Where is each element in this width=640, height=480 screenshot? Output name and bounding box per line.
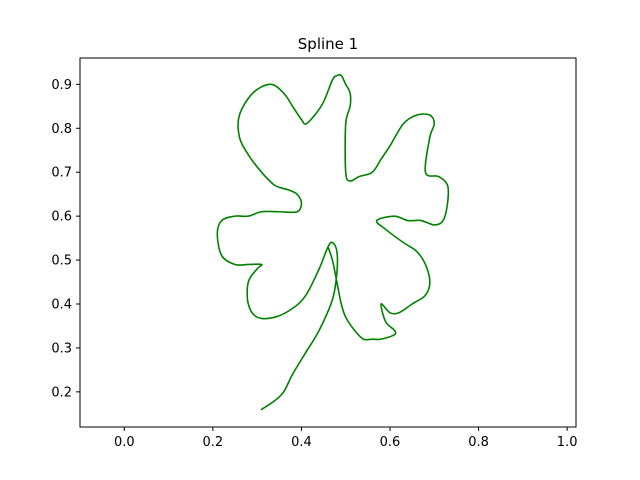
x-tick-label: 1.0 (557, 435, 578, 450)
y-tick-label: 0.4 (51, 298, 72, 313)
plot-frame (79, 57, 577, 428)
y-tick-label: 0.9 (51, 78, 72, 93)
y-tick-label: 0.6 (51, 210, 72, 225)
x-tick-label: 0.4 (291, 435, 312, 450)
series-layer (216, 73, 450, 411)
x-tick-label: 0.2 (203, 435, 224, 450)
y-tick-label: 0.7 (51, 166, 72, 181)
chart-title: Spline 1 (298, 35, 358, 53)
spline-series-line (216, 73, 450, 411)
x-axis-ticks: 0.0 0.2 0.4 0.6 0.8 1.0 (114, 427, 578, 450)
y-tick-label: 0.8 (51, 122, 72, 137)
x-tick-label: 0.0 (114, 435, 135, 450)
x-tick-label: 0.8 (468, 435, 489, 450)
y-axis-ticks: 0.2 0.3 0.4 0.5 0.6 0.7 0.8 0.9 (51, 78, 80, 400)
y-tick-label: 0.5 (51, 254, 72, 269)
y-tick-label: 0.2 (51, 385, 72, 400)
x-tick-label: 0.6 (380, 435, 401, 450)
y-tick-label: 0.3 (51, 341, 72, 356)
